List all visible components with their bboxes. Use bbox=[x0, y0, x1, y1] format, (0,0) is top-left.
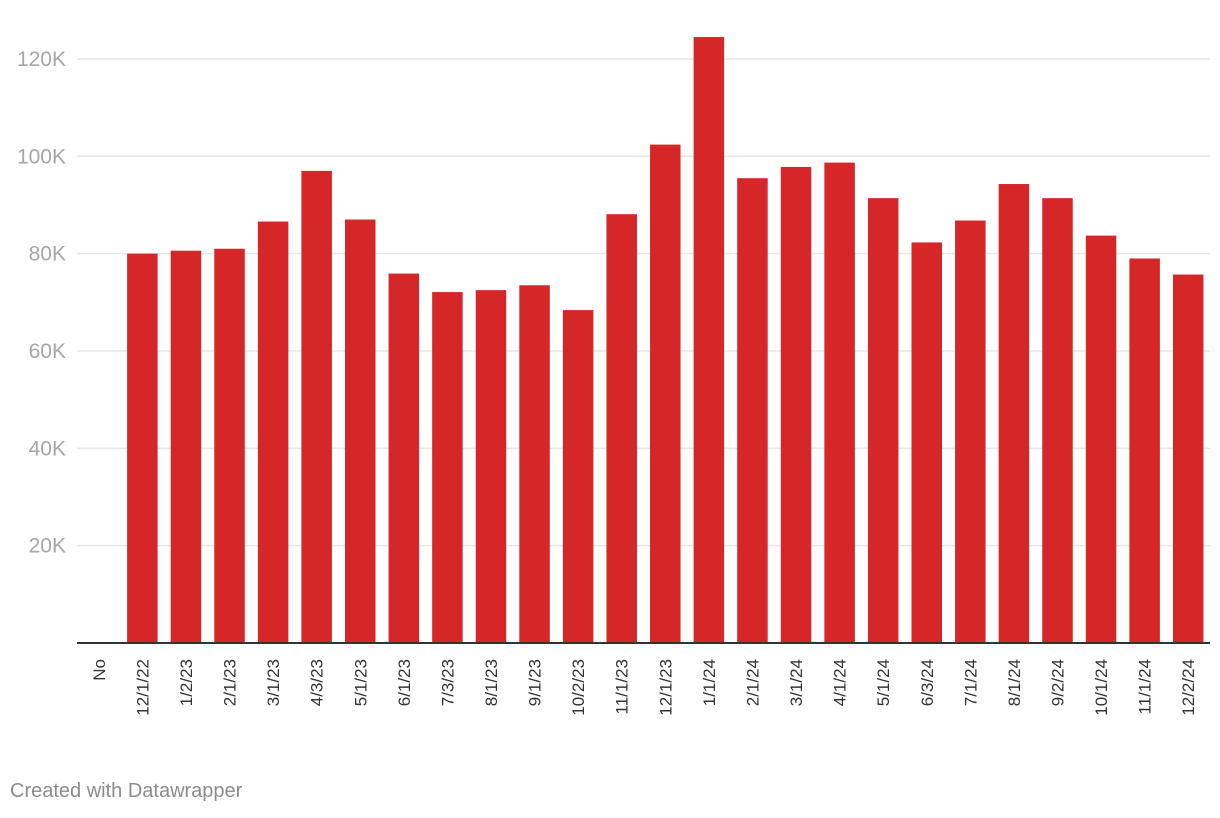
x-tick-label: 12/1/23 bbox=[656, 659, 675, 716]
bar bbox=[998, 184, 1030, 643]
y-tick-label: 20K bbox=[29, 535, 66, 558]
x-tick-label: 5/1/24 bbox=[874, 659, 893, 706]
bar bbox=[214, 248, 245, 643]
bar bbox=[170, 250, 202, 643]
bar bbox=[650, 144, 681, 643]
bar bbox=[519, 285, 550, 643]
x-tick-label: 11/1/24 bbox=[1136, 659, 1155, 714]
bar bbox=[737, 178, 768, 643]
x-tick-label: 6/1/23 bbox=[395, 659, 414, 706]
x-tick-label: 7/3/23 bbox=[438, 659, 457, 706]
bar bbox=[1042, 198, 1073, 643]
bar bbox=[257, 221, 289, 643]
y-tick-label: 100K bbox=[17, 145, 66, 168]
bar bbox=[301, 170, 332, 643]
bar bbox=[562, 310, 594, 643]
x-tick-label: 9/2/24 bbox=[1048, 659, 1067, 706]
x-tick-label: 4/3/23 bbox=[308, 659, 327, 706]
y-tick-label: 60K bbox=[29, 340, 66, 363]
bar bbox=[388, 273, 420, 643]
bar bbox=[1085, 235, 1117, 644]
x-tick-label: 2/1/23 bbox=[221, 659, 240, 706]
y-tick-label: 120K bbox=[17, 48, 66, 71]
x-tick-label: 3/1/23 bbox=[264, 659, 283, 706]
x-tick-label: 12/1/22 bbox=[133, 659, 152, 716]
x-tick-label: 1/2/23 bbox=[177, 659, 196, 706]
x-tick-label: 7/1/24 bbox=[961, 659, 980, 706]
bar bbox=[1129, 258, 1160, 643]
footer-credit: Created with Datawrapper bbox=[10, 780, 243, 802]
x-tick-label: 1/1/24 bbox=[700, 659, 719, 706]
bars bbox=[127, 37, 1204, 644]
y-tick-label: 80K bbox=[29, 243, 66, 266]
x-tick-label: 10/1/24 bbox=[1092, 659, 1111, 716]
y-axis-ticks: 20K 40K 60K 80K 100K 120K bbox=[17, 48, 66, 558]
bar bbox=[693, 37, 725, 643]
x-tick-label: 9/1/23 bbox=[526, 659, 545, 706]
x-tick-label: No bbox=[90, 659, 109, 681]
x-tick-label: 10/2/23 bbox=[569, 659, 588, 716]
x-tick-label: 11/1/23 bbox=[613, 659, 632, 714]
bar bbox=[824, 162, 855, 644]
bar bbox=[780, 166, 812, 643]
bar bbox=[911, 242, 943, 643]
x-tick-label: 8/1/24 bbox=[1005, 659, 1024, 706]
x-tick-label: 4/1/24 bbox=[831, 659, 850, 706]
y-tick-label: 40K bbox=[29, 437, 66, 460]
bar bbox=[344, 219, 376, 643]
x-tick-label: 6/3/24 bbox=[918, 659, 937, 706]
gridlines bbox=[77, 58, 1210, 547]
x-tick-label: 8/1/23 bbox=[482, 659, 501, 706]
bar bbox=[432, 292, 463, 643]
bar bbox=[127, 253, 158, 643]
x-tick-label: 2/1/24 bbox=[743, 659, 762, 706]
bar bbox=[606, 214, 637, 643]
x-axis-ticks: No 12/1/22 1/2/23 2/1/23 3/1/23 4/3/23 5/1/23 6… bbox=[90, 659, 1198, 716]
x-tick-label: 3/1/24 bbox=[787, 659, 806, 706]
bar bbox=[1172, 274, 1204, 643]
bar bbox=[475, 290, 507, 643]
bar-chart: 20K 40K 60K 80K 100K 120K No 12/1/22 1/2/23 2/1/… bbox=[17, 37, 1210, 716]
bar bbox=[867, 198, 899, 643]
x-tick-label: 5/1/23 bbox=[351, 659, 370, 706]
bar bbox=[955, 220, 986, 643]
x-tick-label: 12/2/24 bbox=[1179, 659, 1198, 716]
